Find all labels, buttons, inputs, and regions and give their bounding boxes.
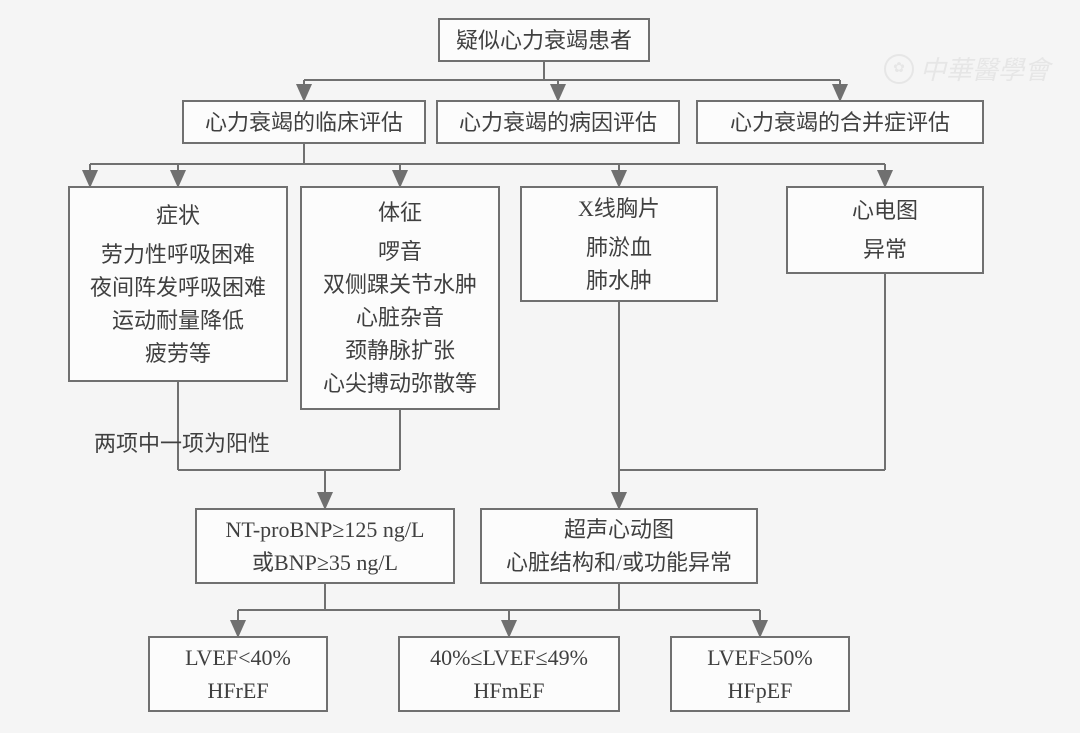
text: 心脏结构和/或功能异常 — [506, 546, 732, 579]
node-xray: X线胸片 肺淤血 肺水肿 — [520, 186, 718, 302]
text: 肺淤血 — [586, 231, 652, 264]
text: 超声心动图 — [564, 513, 674, 546]
node-eval-comorbid: 心力衰竭的合并症评估 — [696, 100, 984, 144]
text: HFrEF — [207, 674, 268, 707]
node-eval-etiology: 心力衰竭的病因评估 — [436, 100, 680, 144]
node-root-text: 疑似心力衰竭患者 — [456, 24, 632, 57]
node-hfmef: 40%≤LVEF≤49% HFmEF — [398, 636, 620, 712]
node-hfref: LVEF<40% HFrEF — [148, 636, 328, 712]
title: 心电图 — [852, 194, 918, 227]
text: 双侧踝关节水肿 — [323, 268, 477, 301]
watermark-seal-icon: ✿ — [884, 54, 914, 84]
node-echo: 超声心动图 心脏结构和/或功能异常 — [480, 508, 758, 584]
node-ecg: 心电图 异常 — [786, 186, 984, 274]
node-signs: 体征 啰音 双侧踝关节水肿 心脏杂音 颈静脉扩张 心尖搏动弥散等 — [300, 186, 500, 410]
text: 疲劳等 — [145, 337, 211, 370]
text: 夜间阵发呼吸困难 — [90, 271, 266, 304]
node-hfpef: LVEF≥50% HFpEF — [670, 636, 850, 712]
label-text: 两项中一项为阳性 — [94, 431, 270, 456]
text: 心脏杂音 — [356, 301, 444, 334]
text: 颈静脉扩张 — [345, 334, 455, 367]
title: X线胸片 — [578, 192, 660, 225]
title: 症状 — [156, 199, 200, 232]
text: 啰音 — [378, 235, 422, 268]
text: 运动耐量降低 — [112, 304, 244, 337]
text: 劳力性呼吸困难 — [101, 238, 255, 271]
text: 心力衰竭的病因评估 — [459, 106, 657, 139]
node-root: 疑似心力衰竭患者 — [438, 18, 650, 62]
watermark: ✿ 中華醫學會 — [884, 50, 1050, 87]
text: 心力衰竭的合并症评估 — [730, 106, 950, 139]
text: HFmEF — [474, 674, 545, 707]
text: NT-proBNP≥125 ng/L — [226, 513, 425, 546]
text: 40%≤LVEF≤49% — [430, 641, 588, 674]
text: 或BNP≥35 ng/L — [252, 546, 398, 579]
node-eval-clinical: 心力衰竭的临床评估 — [182, 100, 426, 144]
label-positive: 两项中一项为阳性 — [94, 426, 270, 458]
text: 肺水肿 — [586, 264, 652, 297]
text: HFpEF — [728, 674, 793, 707]
node-symptoms: 症状 劳力性呼吸困难 夜间阵发呼吸困难 运动耐量降低 疲劳等 — [68, 186, 288, 382]
flowchart-container: 疑似心力衰竭患者 心力衰竭的临床评估 心力衰竭的病因评估 心力衰竭的合并症评估 … — [0, 0, 1080, 733]
text: 异常 — [863, 233, 907, 266]
text: 心尖搏动弥散等 — [323, 367, 477, 400]
text: 心力衰竭的临床评估 — [205, 106, 403, 139]
node-bnp: NT-proBNP≥125 ng/L 或BNP≥35 ng/L — [195, 508, 455, 584]
text: LVEF<40% — [185, 641, 291, 674]
text: LVEF≥50% — [707, 641, 812, 674]
watermark-text: 中華醫學會 — [920, 50, 1050, 87]
title: 体征 — [378, 196, 422, 229]
